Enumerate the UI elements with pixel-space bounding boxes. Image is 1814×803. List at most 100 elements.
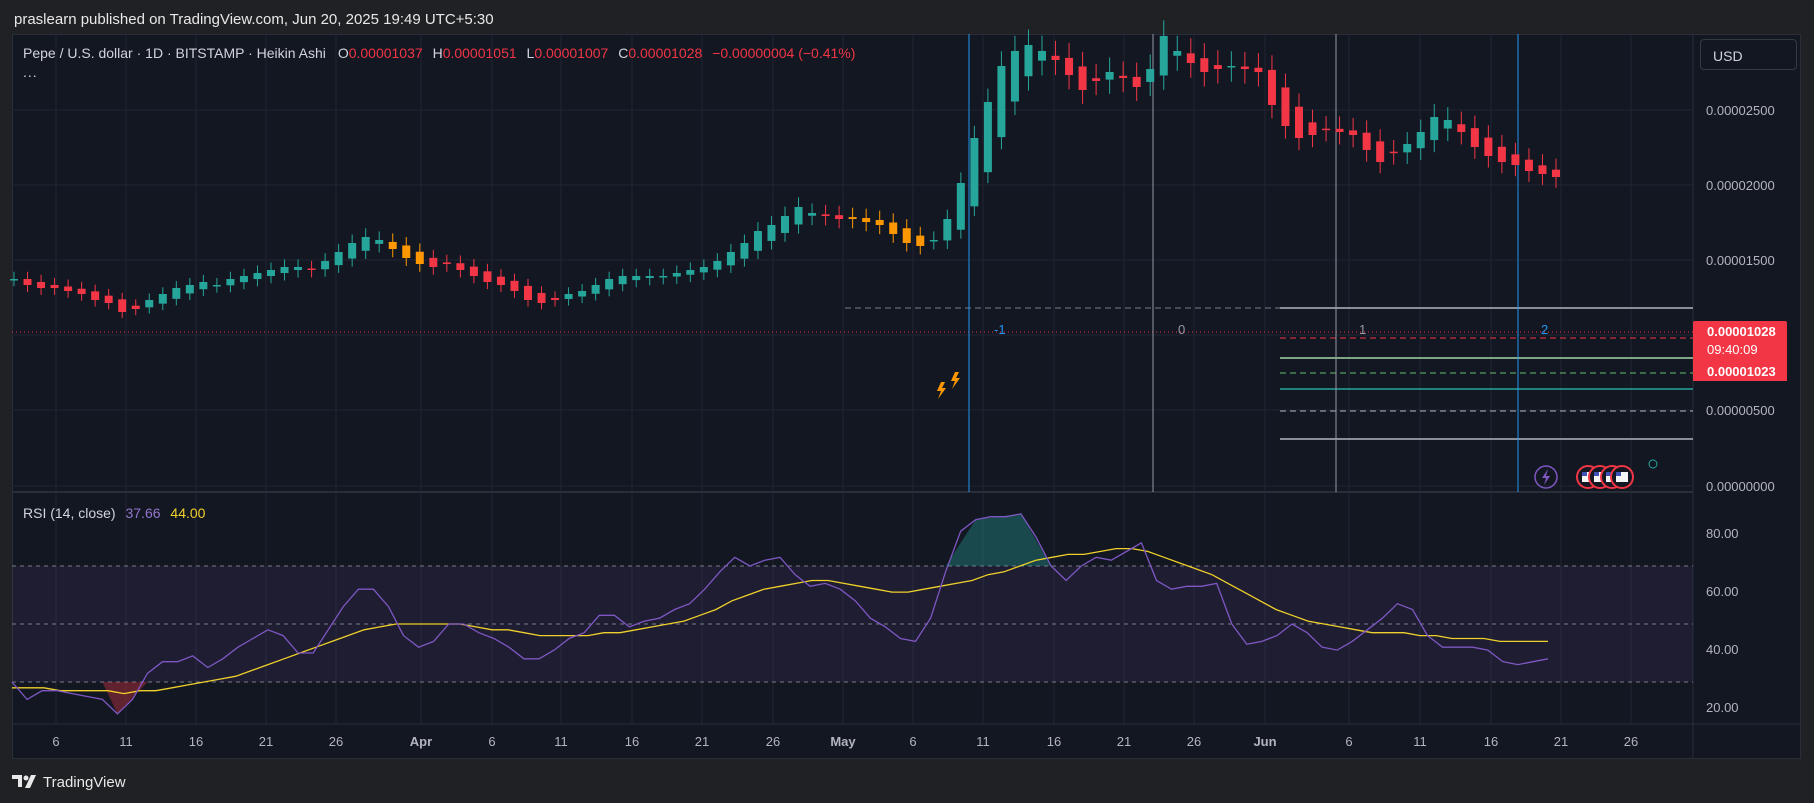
- candle-body: [862, 218, 871, 222]
- candle-body: [564, 294, 573, 299]
- rsi-tick-label: 40.00: [1706, 642, 1739, 657]
- candle-body: [1213, 65, 1222, 69]
- candle-body: [348, 243, 357, 259]
- fib-time-label: 1: [1359, 322, 1366, 337]
- candle-body: [1416, 132, 1425, 149]
- time-tick-label: 11: [119, 734, 133, 749]
- time-tick-label: 6: [1345, 734, 1352, 749]
- candle-body: [686, 270, 695, 275]
- candle-body: [848, 217, 857, 219]
- candle-body: [1389, 151, 1398, 154]
- candle-body: [1552, 169, 1560, 177]
- rsi-value: 37.66: [125, 505, 161, 521]
- candle-body: [10, 279, 18, 281]
- rsi-title: RSI (14, close): [23, 505, 116, 521]
- candle-body: [172, 288, 181, 299]
- candle-body: [1186, 53, 1195, 63]
- candle-body: [821, 214, 830, 216]
- rsi-oversold-fill: [102, 682, 148, 714]
- us-flag-event-icon: [1582, 472, 1587, 476]
- candle-body: [956, 183, 965, 230]
- high-label: H: [432, 45, 443, 61]
- candle-body: [537, 292, 546, 303]
- candle-body: [199, 282, 208, 290]
- candle-body: [794, 207, 803, 225]
- rsi-legend[interactable]: RSI (14, close) 37.66 44.00: [23, 505, 205, 521]
- time-tick-label: 11: [976, 734, 990, 749]
- candle-body: [1281, 87, 1290, 126]
- candle-body: [483, 271, 492, 282]
- candle-body: [875, 220, 884, 225]
- candle-body: [145, 300, 154, 308]
- candle-body: [781, 216, 789, 233]
- candle-body: [510, 280, 519, 291]
- time-tick-label: 6: [488, 734, 495, 749]
- candle-body: [307, 268, 316, 271]
- lightning-icon: [951, 372, 960, 389]
- candle-body: [1240, 66, 1249, 69]
- candle-body: [983, 102, 992, 173]
- legend-more-button[interactable]: ...: [23, 64, 38, 80]
- candle-body: [23, 279, 32, 285]
- candle-body: [1403, 144, 1412, 153]
- us-flag-event-icon: [1594, 472, 1599, 476]
- last-price-value: 0.00001028: [1707, 324, 1776, 339]
- candle-body: [645, 276, 654, 279]
- footer-brand-text: TradingView: [43, 773, 126, 791]
- candle-body: [1511, 154, 1520, 165]
- candle-body: [1349, 130, 1358, 135]
- candle-body: [889, 222, 898, 234]
- time-tick-label: 21: [695, 734, 709, 749]
- candle-body: [456, 263, 465, 270]
- time-tick-label: 16: [189, 734, 203, 749]
- symbol-legend[interactable]: Pepe / U.S. dollar · 1D · BITSTAMP · Hei…: [23, 45, 855, 61]
- candle-body: [1497, 146, 1506, 162]
- price-chart[interactable]: -1 0 1 2 0.00002500 0.00002000 0.00001500 0.000…: [0, 0, 1814, 771]
- candle-body: [77, 288, 86, 294]
- candle-body: [1132, 76, 1141, 87]
- candle-body: [294, 267, 303, 271]
- candle-body: [929, 240, 938, 242]
- currency-button[interactable]: USD: [1700, 39, 1797, 70]
- candle-body: [726, 252, 735, 266]
- candle-body: [605, 279, 614, 290]
- time-tick-label: 21: [1554, 734, 1568, 749]
- time-tick-label: 16: [1047, 734, 1061, 749]
- candle-body: [1322, 128, 1331, 131]
- candle-body: [753, 231, 762, 251]
- candle-body: [253, 273, 262, 280]
- candle-body: [429, 257, 438, 267]
- candle-body: [1484, 137, 1493, 156]
- fib-time-label: 0: [1178, 322, 1185, 337]
- time-tick-label: 11: [554, 734, 568, 749]
- candle-body: [1065, 57, 1074, 75]
- fib-time-label: 2: [1541, 322, 1548, 337]
- last-price-label: 0.00001028 09:40:09: [1693, 321, 1787, 364]
- candle-body: [334, 252, 343, 266]
- open-value: 0.00001037: [348, 45, 423, 61]
- candle-body: [104, 295, 113, 303]
- candle-body: [1173, 51, 1182, 56]
- candle-body: [1267, 69, 1276, 105]
- candle-body: [1119, 75, 1128, 78]
- time-tick-label: Apr: [410, 734, 432, 749]
- candle-body: [1159, 36, 1168, 76]
- candle-body: [997, 66, 1006, 138]
- low-price-label: 0.00001023: [1693, 362, 1787, 381]
- candle-body: [1524, 159, 1533, 171]
- candle-body: [1308, 122, 1317, 135]
- candle-body: [1470, 128, 1479, 147]
- price-tick-label: 0.00001500: [1706, 253, 1775, 268]
- time-tick-label: 16: [1484, 734, 1498, 749]
- countdown-timer: 09:40:09: [1707, 342, 1758, 357]
- us-flag-event-icon: [1616, 472, 1621, 476]
- candle-body: [1362, 132, 1371, 150]
- lightning-icon: [937, 382, 946, 399]
- candle-body: [1443, 120, 1452, 129]
- candle-body: [212, 285, 221, 287]
- candle-body: [1200, 58, 1209, 72]
- tradingview-logo-icon: [12, 775, 36, 788]
- price-tick-label: 0.00002000: [1706, 178, 1775, 193]
- footer-brand[interactable]: TradingView: [12, 771, 126, 793]
- candle-body: [1078, 66, 1087, 90]
